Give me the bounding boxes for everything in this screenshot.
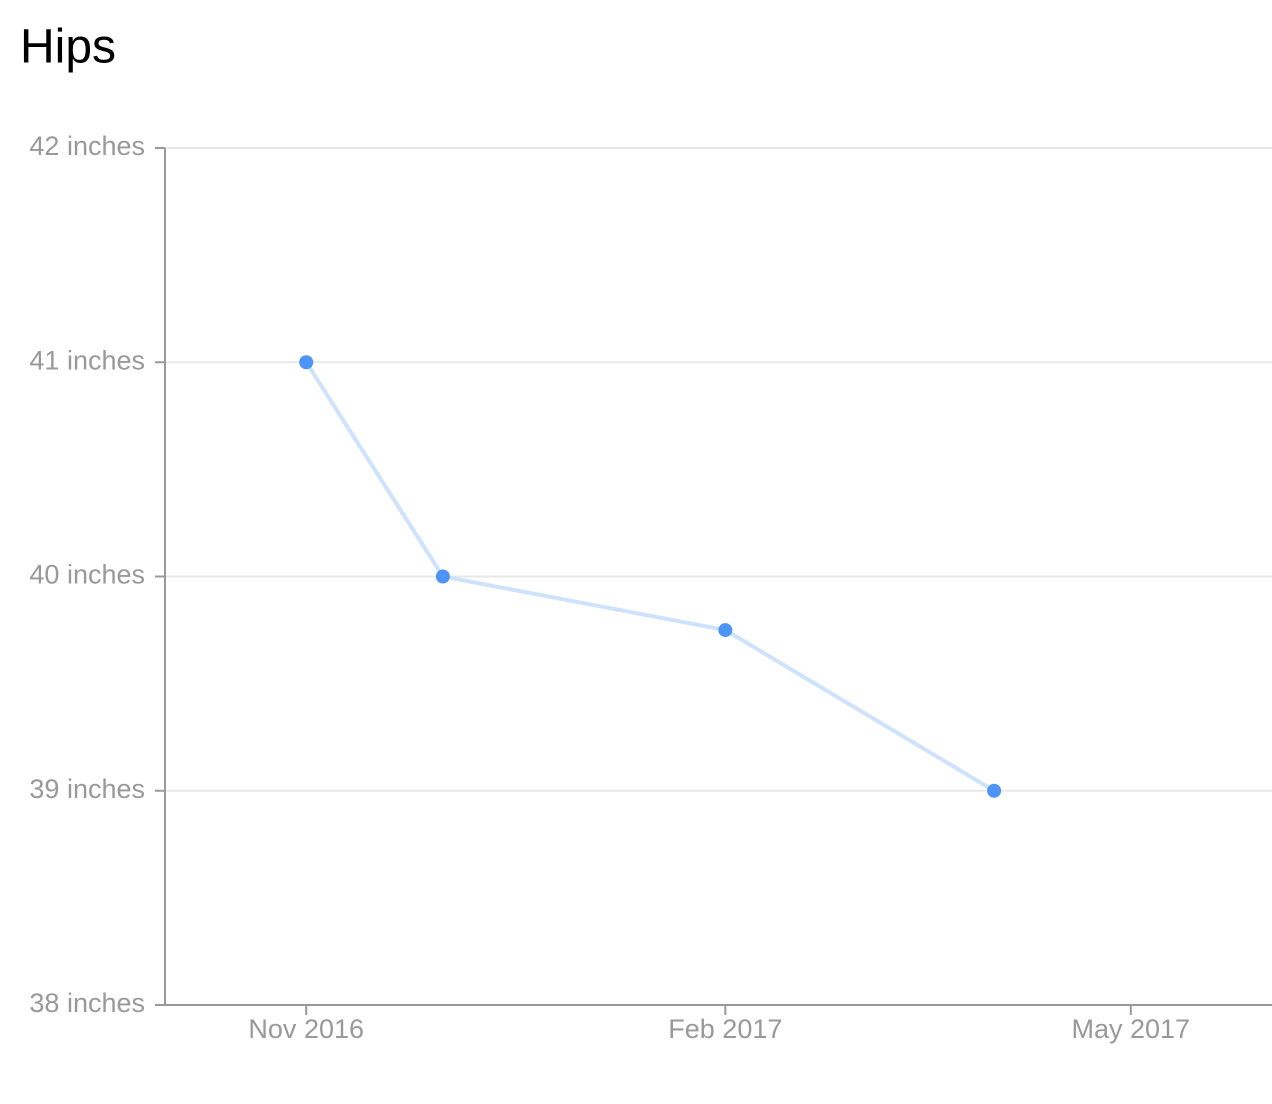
series-line bbox=[304, 361, 996, 793]
x-tick-label: Nov 2016 bbox=[248, 1014, 364, 1044]
data-point bbox=[435, 569, 450, 584]
data-point bbox=[987, 783, 1002, 798]
x-tick-label: May 2017 bbox=[1071, 1014, 1190, 1044]
y-tick-label: 39 inches bbox=[29, 774, 145, 804]
y-tick-label: 42 inches bbox=[29, 131, 145, 161]
y-tick-label: 38 inches bbox=[29, 988, 145, 1018]
x-tick-label: Feb 2017 bbox=[668, 1014, 782, 1044]
y-tick-label: 40 inches bbox=[29, 560, 145, 590]
y-tick-label: 41 inches bbox=[29, 345, 145, 375]
data-point bbox=[299, 355, 314, 370]
chart-title: Hips bbox=[20, 21, 116, 74]
data-point bbox=[718, 623, 733, 638]
